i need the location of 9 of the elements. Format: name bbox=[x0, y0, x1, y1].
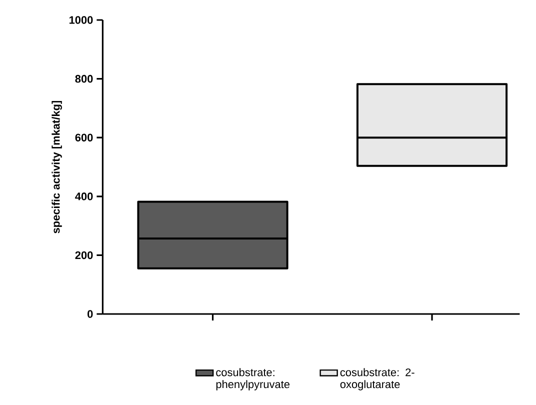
legend-label: cosubstrate: 2-oxoglutarate bbox=[340, 368, 414, 390]
y-axis-title: specific activity [mkat/kg] bbox=[52, 100, 62, 234]
y-tick-label: 800 bbox=[75, 74, 93, 83]
y-tick-label: 400 bbox=[75, 192, 93, 200]
y-tick-label: 200 bbox=[75, 251, 93, 260]
y-tick-label: 600 bbox=[75, 134, 93, 142]
y-tick-label: 1000 bbox=[69, 16, 93, 24]
y-tick-label: 0 bbox=[88, 310, 93, 318]
legend-label: cosubstrate: phenylpyruvate bbox=[216, 368, 290, 390]
